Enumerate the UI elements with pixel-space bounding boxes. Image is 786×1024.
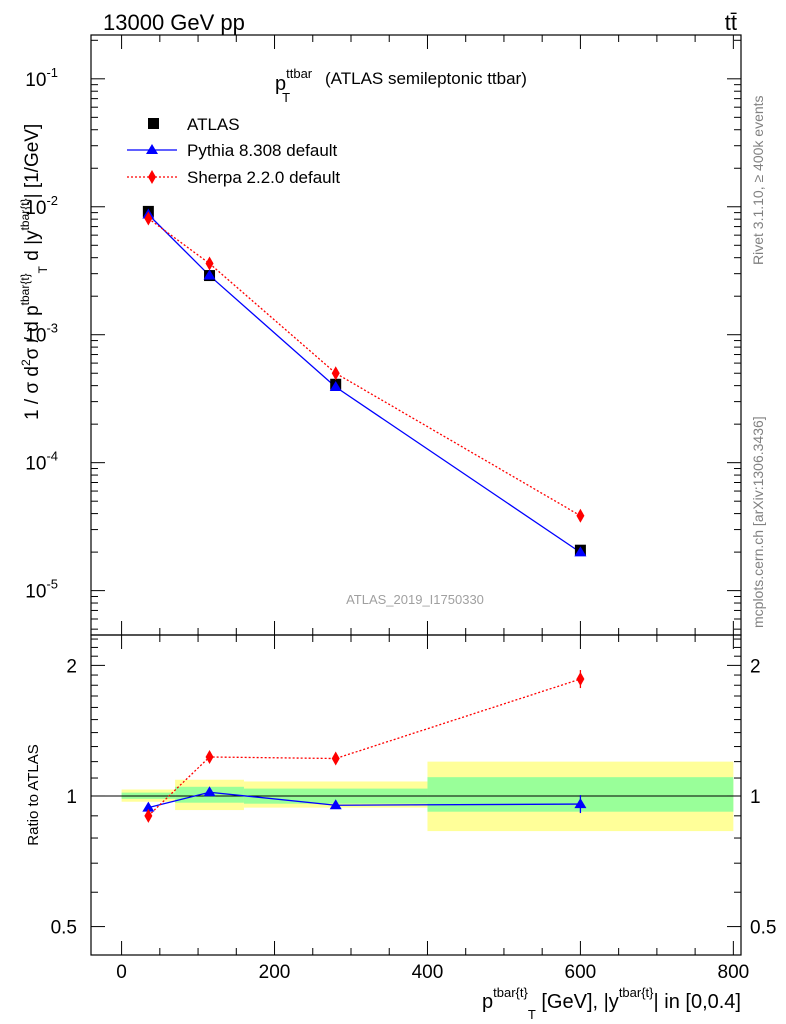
x-tick-label: 400 [412,962,444,983]
ratio-ticks: 0.5 0.5 1 1 2 2 0 200 400 600 800 [51,635,776,983]
main-y-ticks [91,39,741,630]
ratio-point-sherpa-2-2-0-default [205,749,214,764]
ratio-panel: 0.5 0.5 1 1 2 2 0 200 400 600 800 [51,634,776,983]
ratio-series-line-pythia-8-308-default [148,791,581,809]
ratio-point-sherpa-2-2-0-default [144,808,153,823]
ratio-y-tick-label: 1 [66,787,77,808]
ratio-y-tick-label: 0.5 [51,918,77,939]
main-point-sherpa-2-2-0-default [144,211,153,226]
x-axis-label: ptbar{t}T [GeV], |ytbar{t}| in [0,0.4] [482,985,741,1022]
main-panel: 10-510-410-310-210-1 pttbar T (ATLAS semi… [25,34,742,636]
ratio-point-pythia-8-308-default [574,798,587,809]
legend-label-atlas: ATLAS [187,115,240,134]
main-point-sherpa-2-2-0-default [576,508,585,523]
chart-title-variable: pttbar T [275,66,313,105]
main-point-pythia-8-308-default [574,546,587,557]
ratio-y-tick-label-right: 1 [750,787,761,808]
main-y-tick-label: 10-5 [25,577,58,603]
main-plot-content [142,205,587,557]
legend-marker-sherpa [148,170,156,184]
main-series-line-sherpa-2-2-0-default [147,217,581,517]
x-tick-label: 600 [565,962,597,983]
main-y-tick-label: 10-4 [25,449,58,475]
ratio-y-tick-label: 2 [66,656,77,677]
ratio-y-tick-label-right: 0.5 [750,918,776,939]
analysis-id-label: ATLAS_2019_I1750330 [346,592,484,607]
process-label: tt̄ [725,10,737,35]
ratio-point-pythia-8-308-default [203,786,216,797]
ratio-point-sherpa-2-2-0-default [576,672,585,687]
rivet-label: Rivet 3.1.10, ≥ 400k events [750,95,766,265]
ratio-plot-content [142,670,587,823]
main-point-sherpa-2-2-0-default [205,256,214,271]
ratio-point-sherpa-2-2-0-default [331,751,340,766]
main-point-pythia-8-308-default [329,381,342,392]
x-tick-label: 800 [718,962,750,983]
mcplots-label: mcplots.cern.ch [arXiv:1306.3436] [750,416,766,628]
ratio-y-tick-label-right: 2 [750,656,761,677]
main-point-sherpa-2-2-0-default [331,366,340,381]
legend-label-pythia: Pythia 8.308 default [187,141,338,160]
main-y-axis-label: 1 / σ d2σ / d ptbar{t}T d |ytbar{t}| [1/… [18,124,50,420]
x-tick-label: 200 [259,962,291,983]
main-x-ticks [121,35,734,635]
main-series-line-pythia-8-308-default [147,214,581,553]
x-tick-label: 0 [116,962,127,983]
main-point-pythia-8-308-default [203,269,216,280]
chart-title: (ATLAS semileptonic ttbar) [325,69,527,88]
legend-marker-pythia [146,144,158,154]
energy-label: 13000 GeV pp [103,10,245,35]
ratio-y-axis-label: Ratio to ATLAS [25,744,42,845]
ratio-panel-frame [90,634,742,956]
ratio-point-pythia-8-308-default [329,799,342,810]
legend-label-sherpa: Sherpa 2.2.0 default [187,168,340,187]
legend-marker-atlas [148,118,159,129]
main-y-tick-label: 10-1 [25,65,58,91]
legend: ATLAS Pythia 8.308 default Sherpa 2.2.0 … [127,115,340,187]
ratio-point-pythia-8-308-default [142,801,155,812]
